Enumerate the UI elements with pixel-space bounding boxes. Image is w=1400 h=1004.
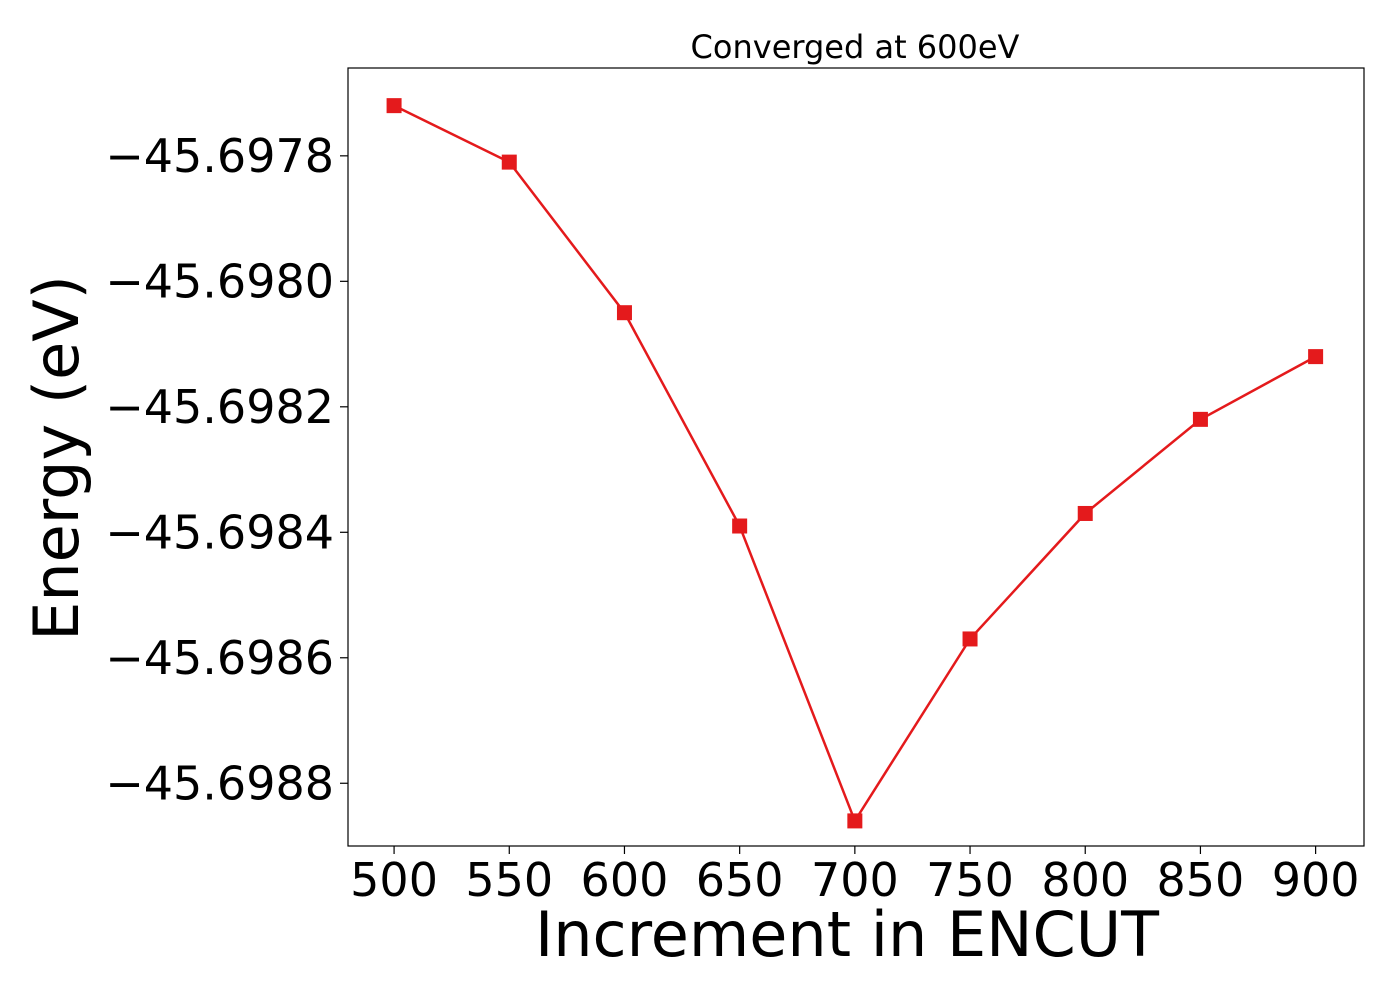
series-group	[386, 98, 1324, 829]
x-tick-label: 800	[1041, 853, 1129, 907]
y-tick-label: −45.6984	[105, 505, 334, 559]
y-tick-label: −45.6980	[105, 254, 334, 308]
data-point-marker	[616, 305, 632, 321]
data-point-marker	[962, 631, 978, 647]
data-point-marker	[1308, 349, 1324, 365]
data-point-marker	[1077, 505, 1093, 521]
y-axis-ticks: −45.6978 −45.6980 −45.6982 −45.6984 −45.6986…	[105, 129, 348, 810]
data-point-marker	[847, 813, 863, 829]
y-tick-label: −45.6978	[105, 129, 334, 183]
series-line	[393, 104, 1317, 824]
x-tick-label: 650	[696, 853, 784, 907]
x-axis-label: Increment in ENCUT	[535, 898, 1160, 971]
chart-title: Converged at 600eV	[691, 28, 1020, 66]
data-point-marker	[501, 154, 517, 170]
x-tick-label: 550	[465, 853, 553, 907]
x-tick-label: 500	[350, 853, 438, 907]
x-tick-label: 850	[1157, 853, 1245, 907]
x-tick-label: 750	[926, 853, 1014, 907]
data-point-marker	[732, 518, 748, 534]
data-point-marker	[1192, 411, 1208, 427]
y-axis-label: Energy (eV)	[20, 275, 93, 641]
y-tick-label: −45.6982	[105, 380, 334, 434]
x-tick-label: 900	[1272, 853, 1360, 907]
y-tick-label: −45.6986	[105, 631, 334, 685]
x-tick-label: 600	[581, 853, 669, 907]
data-point-marker	[386, 98, 402, 114]
plot-frame	[347, 67, 1365, 847]
x-tick-label: 700	[811, 853, 899, 907]
y-tick-label: −45.6988	[105, 756, 334, 810]
x-axis-ticks: 500 550 600 650 700 750 800 850 900	[350, 846, 1360, 907]
